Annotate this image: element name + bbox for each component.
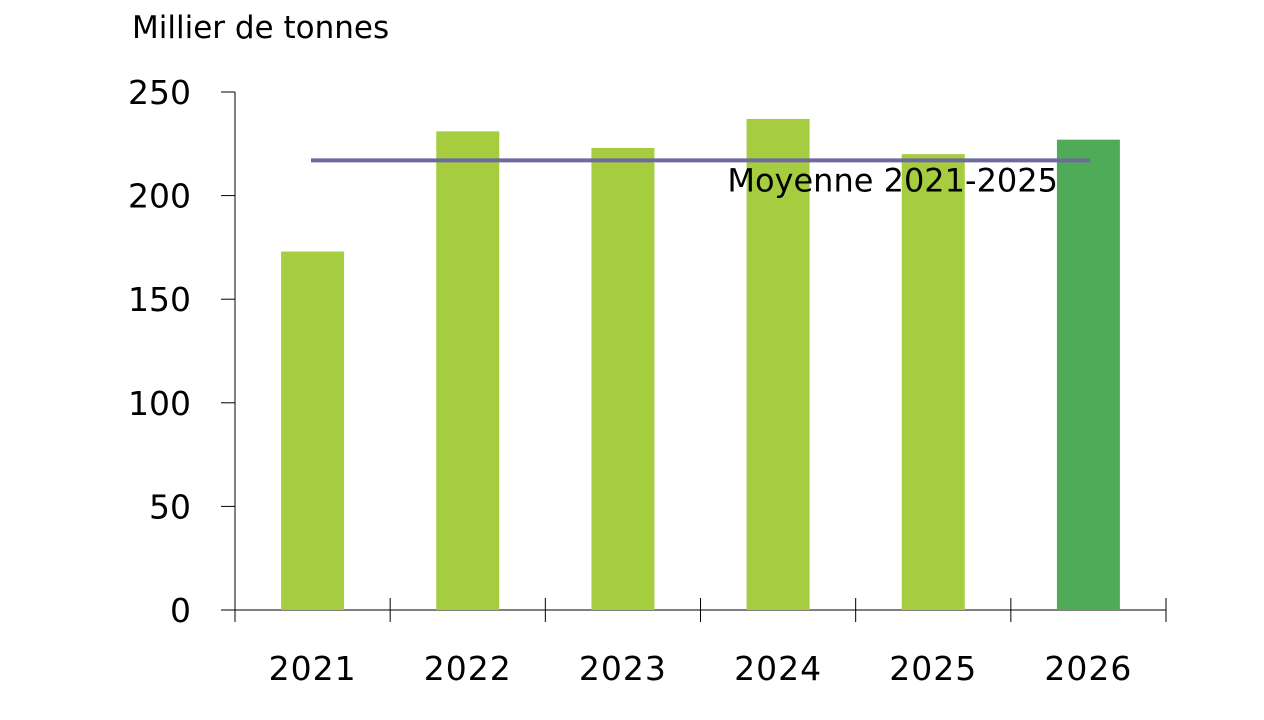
average-line-group: Moyenne 2021-2025 bbox=[311, 158, 1090, 199]
x-axis: 2021 2022 2023 2024 2025 2026 bbox=[221, 598, 1167, 688]
average-line-label: Moyenne 2021-2025 bbox=[727, 161, 1058, 199]
bar-2021 bbox=[281, 251, 345, 610]
bar-2024 bbox=[746, 118, 810, 610]
bar-2026 bbox=[1056, 139, 1120, 610]
x-tick-label: 2022 bbox=[424, 649, 512, 688]
y-tick-label: 250 bbox=[128, 73, 191, 112]
x-tick-label: 2026 bbox=[1044, 649, 1132, 688]
y-tick-label: 50 bbox=[149, 487, 191, 526]
bars-group bbox=[281, 118, 1120, 611]
bar-2025 bbox=[901, 154, 965, 610]
x-tick-label: 2024 bbox=[734, 649, 822, 688]
y-tick-label: 200 bbox=[128, 177, 191, 216]
x-tick-label: 2023 bbox=[579, 649, 667, 688]
bar-2023 bbox=[591, 147, 655, 610]
y-axis: 0 50 100 150 200 250 bbox=[128, 73, 236, 630]
x-tick-label: 2025 bbox=[889, 649, 977, 688]
y-tick-label: 100 bbox=[128, 384, 191, 423]
bar-2022 bbox=[436, 131, 500, 611]
y-axis-unit-label: Millier de tonnes bbox=[132, 10, 389, 46]
y-tick-label: 150 bbox=[128, 280, 191, 319]
x-tick-label: 2021 bbox=[269, 649, 357, 688]
y-tick-label: 0 bbox=[170, 591, 191, 630]
